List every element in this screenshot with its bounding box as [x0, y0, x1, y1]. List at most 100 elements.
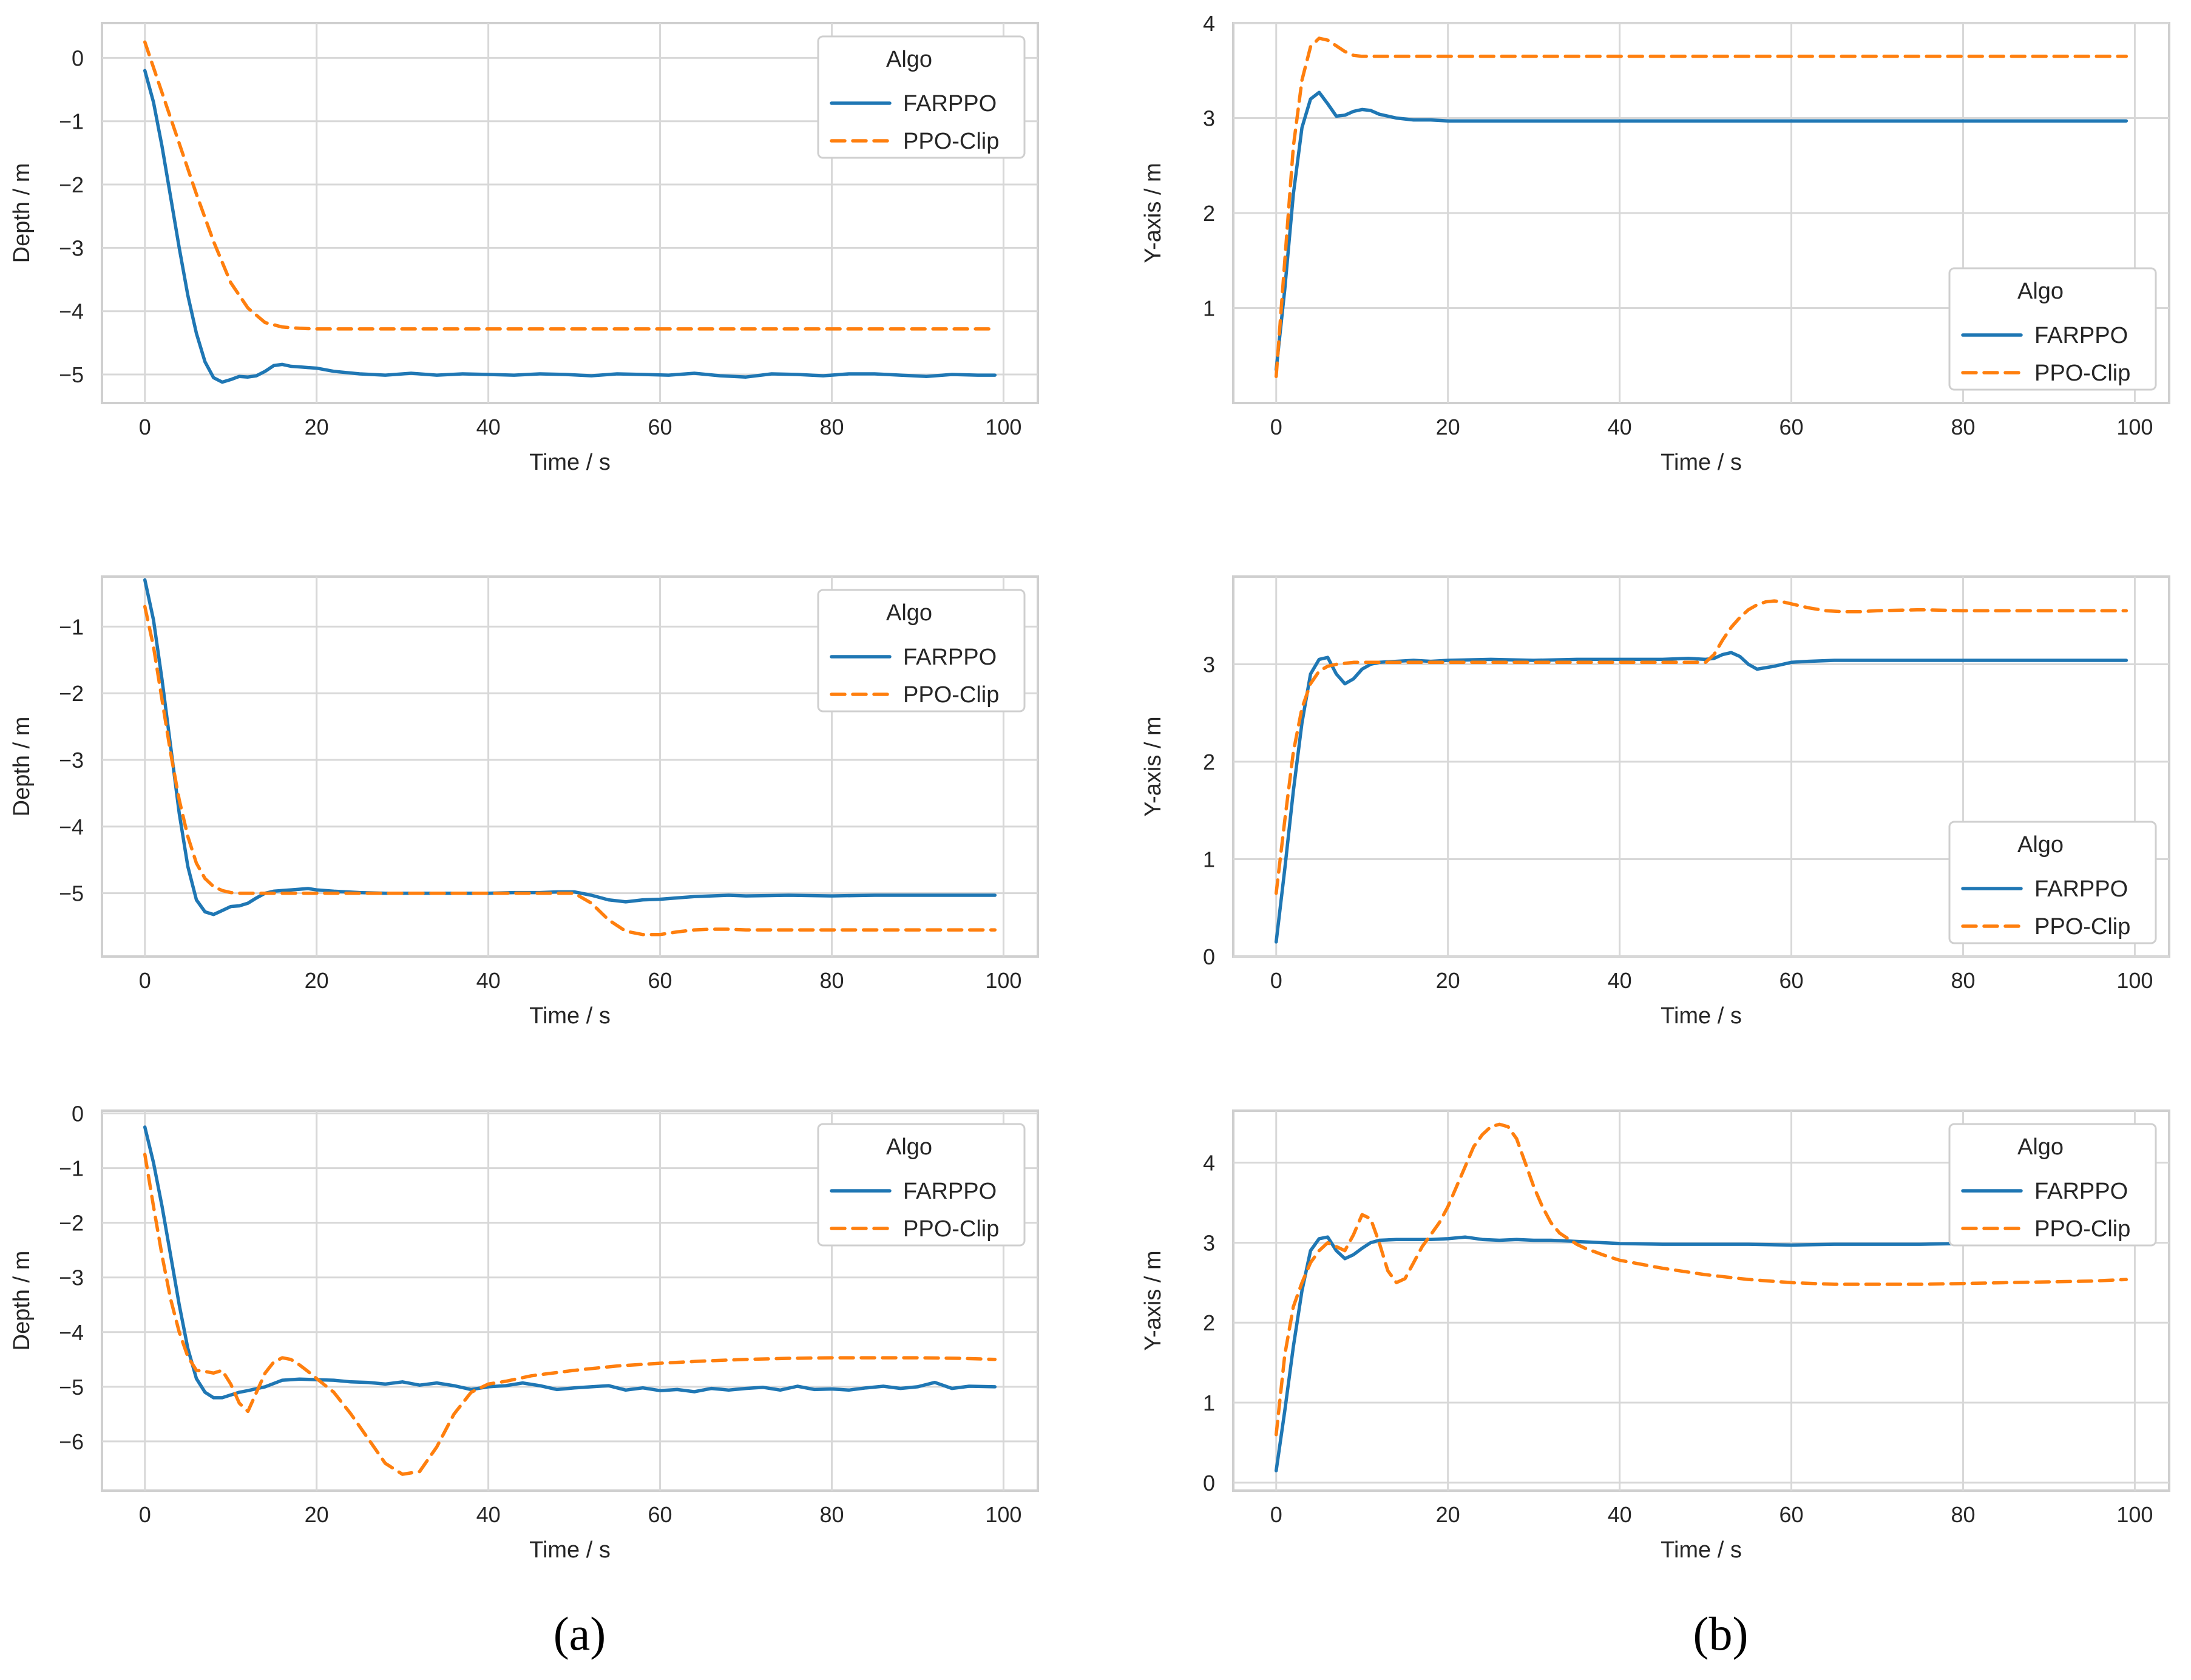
- y-tick-label: −1: [59, 614, 84, 639]
- legend-label-farppo: FARPPO: [903, 645, 997, 670]
- x-tick-label: 20: [305, 1502, 329, 1527]
- y-tick-label: 2: [1203, 201, 1215, 226]
- series-line-ppo-clip: [143, 605, 997, 937]
- legend-box: [1948, 267, 2157, 391]
- x-tick-label: 100: [2116, 968, 2153, 993]
- y-tick-label: −2: [59, 1211, 84, 1236]
- caption-b: (b): [1693, 1607, 1749, 1660]
- x-tick-label: 0: [139, 1502, 151, 1527]
- series-line-farppo: [1274, 1235, 2128, 1472]
- x-tick-label: 100: [985, 415, 1021, 439]
- series-line-farppo: [1274, 651, 2128, 944]
- x-axis-label: Time / s: [529, 1537, 611, 1563]
- x-axis-label: Time / s: [1661, 1537, 1742, 1563]
- x-tick-label: 0: [139, 968, 151, 993]
- x-tick-label: 60: [648, 1502, 672, 1527]
- x-tick-label: 60: [648, 415, 672, 439]
- x-tick-label: 40: [476, 968, 501, 993]
- x-tick-label: 20: [1436, 415, 1460, 439]
- x-tick-label: 0: [139, 415, 151, 439]
- y-tick-label: 3: [1203, 652, 1215, 677]
- x-tick-label: 0: [1270, 415, 1282, 439]
- y-axis-label: Depth / m: [9, 717, 35, 817]
- legend-title: Algo: [2017, 279, 2064, 304]
- x-axis-label: Time / s: [1661, 450, 1742, 475]
- x-tick-label: 40: [476, 415, 501, 439]
- y-axis-label: Depth / m: [9, 1251, 35, 1351]
- legend-title: Algo: [2017, 832, 2064, 858]
- x-tick-label: 60: [1780, 415, 1804, 439]
- x-tick-label: 40: [1608, 1502, 1632, 1527]
- legend-label-ppo-clip: PPO-Clip: [2034, 361, 2130, 386]
- y-axis-label: Y-axis / m: [1140, 163, 1166, 263]
- y-tick-label: −4: [59, 1320, 84, 1345]
- x-tick-label: 0: [1270, 968, 1282, 993]
- legend-box: [817, 589, 1026, 713]
- legend-label-ppo-clip: PPO-Clip: [2034, 914, 2130, 940]
- legend-label-ppo-clip: PPO-Clip: [903, 1216, 999, 1242]
- y-axis-label: Y-axis / m: [1140, 1250, 1166, 1350]
- legend-label-ppo-clip: PPO-Clip: [2034, 1216, 2130, 1242]
- legend-label-farppo: FARPPO: [2034, 876, 2128, 902]
- legend: Algo FARPPO PPO-Clip: [817, 1123, 1026, 1247]
- x-tick-label: 80: [819, 1502, 844, 1527]
- x-tick-label: 20: [1436, 968, 1460, 993]
- legend-box: [817, 1123, 1026, 1247]
- x-tick-label: 100: [2116, 1502, 2153, 1527]
- series-line-ppo-clip: [1274, 36, 2128, 378]
- series-line-farppo: [143, 1125, 997, 1400]
- legend: Algo FARPPO PPO-Clip: [1948, 821, 2157, 944]
- y-tick-label: −6: [59, 1429, 84, 1454]
- legend-box: [1948, 821, 2157, 944]
- x-tick-label: 60: [648, 968, 672, 993]
- y-tick-label: −5: [59, 881, 84, 906]
- x-tick-label: 40: [476, 1502, 501, 1527]
- x-tick-label: 100: [985, 968, 1021, 993]
- x-tick-label: 80: [1951, 415, 1975, 439]
- y-tick-label: 2: [1203, 750, 1215, 774]
- y-axis-label: Y-axis / m: [1140, 716, 1166, 816]
- legend: Algo FARPPO PPO-Clip: [817, 589, 1026, 713]
- series-line-ppo-clip: [143, 40, 997, 331]
- y-tick-label: −2: [59, 681, 84, 706]
- legend-label-ppo-clip: PPO-Clip: [903, 129, 999, 154]
- x-tick-label: 20: [305, 968, 329, 993]
- y-tick-label: 4: [1203, 1151, 1215, 1176]
- x-tick-label: 40: [1608, 415, 1632, 439]
- series-line-ppo-clip: [143, 1153, 997, 1476]
- y-tick-label: −1: [59, 1156, 84, 1181]
- x-axis-label: Time / s: [529, 1003, 611, 1029]
- y-tick-label: 2: [1203, 1310, 1215, 1335]
- legend: Algo FARPPO PPO-Clip: [1948, 267, 2157, 391]
- chart-yaxis-top: 0 20 40 60 80 100 1 2 3 4 Time / s Y-axis / m Algo FA…: [1140, 11, 2170, 475]
- caption-a: (a): [554, 1607, 606, 1660]
- x-tick-label: 80: [819, 415, 844, 439]
- y-tick-label: −2: [59, 172, 84, 197]
- chart-depth-top: 0 20 40 60 80 100 0 −1 −2 −3 −4 −5 Time / s Depth / m…: [9, 22, 1039, 475]
- y-tick-label: −3: [59, 748, 84, 773]
- y-tick-label: 3: [1203, 1230, 1215, 1255]
- legend: Algo FARPPO PPO-Clip: [1948, 1123, 2157, 1247]
- x-tick-label: 80: [1951, 1502, 1975, 1527]
- legend-title: Algo: [886, 600, 932, 626]
- series-line-farppo: [1274, 90, 2128, 371]
- x-tick-label: 60: [1780, 1502, 1804, 1527]
- x-axis-label: Time / s: [529, 450, 611, 475]
- y-tick-label: −3: [59, 235, 84, 260]
- y-tick-label: −3: [59, 1265, 84, 1290]
- legend: Algo FARPPO PPO-Clip: [817, 35, 1026, 159]
- y-tick-label: 0: [1203, 944, 1215, 969]
- x-tick-label: 60: [1780, 968, 1804, 993]
- y-tick-label: 0: [72, 46, 84, 70]
- x-tick-label: 100: [2116, 415, 2153, 439]
- legend-label-farppo: FARPPO: [903, 1179, 997, 1204]
- legend-title: Algo: [886, 1134, 932, 1160]
- legend-label-ppo-clip: PPO-Clip: [903, 682, 999, 708]
- x-tick-label: 20: [1436, 1502, 1460, 1527]
- y-tick-label: −5: [59, 362, 84, 387]
- y-tick-label: 0: [1203, 1471, 1215, 1495]
- series-line-ppo-clip: [1274, 599, 2128, 895]
- chart-yaxis-bottom: 0 20 40 60 80 100 0 1 2 3 4 Time / s Y-axis / m Algo F…: [1140, 1109, 2170, 1563]
- legend-title: Algo: [2017, 1134, 2064, 1160]
- legend-label-farppo: FARPPO: [2034, 1179, 2128, 1204]
